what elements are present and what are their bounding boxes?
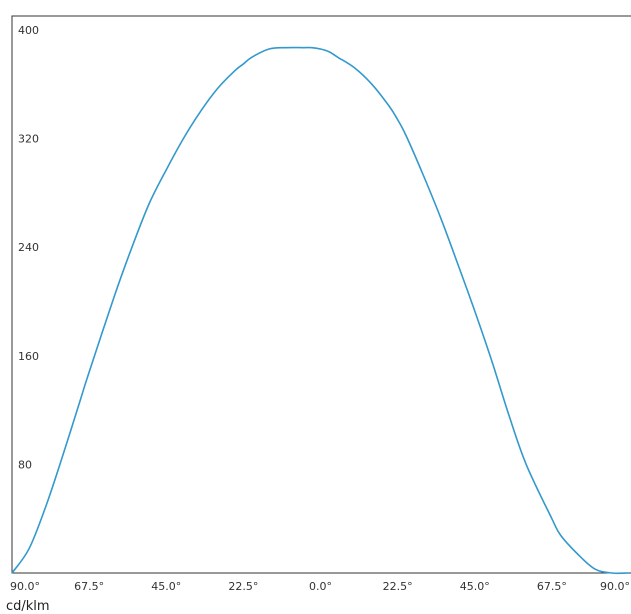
y-tick-label: 400 [18, 24, 39, 37]
y-axis-unit-label: cd/klm [6, 599, 50, 614]
x-tick-label: 45.0° [151, 580, 181, 593]
y-tick-label: 320 [18, 133, 39, 146]
y-tick-label: 80 [18, 458, 32, 471]
x-tick-label: 22.5° [383, 580, 413, 593]
x-tick-label: 22.5° [228, 580, 258, 593]
y-tick-label: 240 [18, 241, 39, 254]
x-tick-label: 0.0° [309, 580, 332, 593]
x-tick-label: 90.0° [600, 580, 630, 593]
x-tick-label: 67.5° [537, 580, 567, 593]
x-tick-label: 90.0° [10, 580, 40, 593]
y-tick-label: 160 [18, 350, 39, 363]
x-tick-label: 45.0° [460, 580, 490, 593]
x-axis-ticks: 90.0° 67.5° 45.0° 22.5° 0.0° 22.5° 45.0° 67.5° 9… [10, 580, 630, 593]
x-tick-label: 67.5° [74, 580, 104, 593]
